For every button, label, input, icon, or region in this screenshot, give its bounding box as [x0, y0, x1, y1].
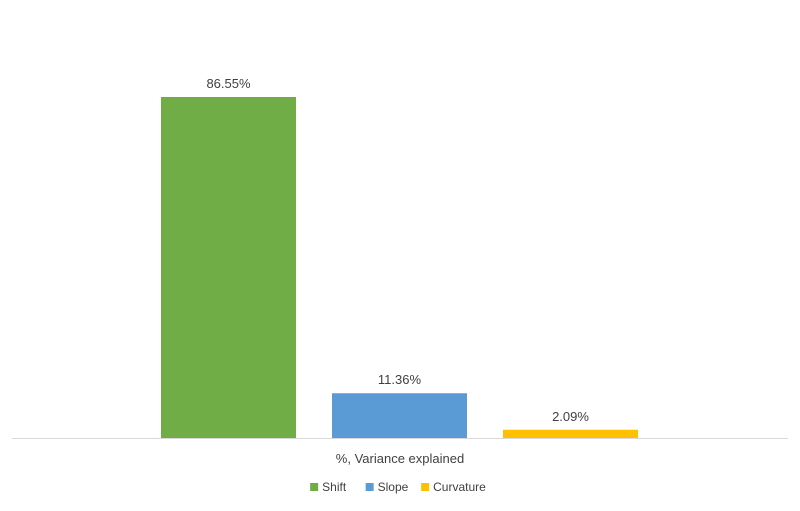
legend-swatch-slope [365, 483, 374, 491]
data-label-slope: 11.36% [378, 372, 422, 387]
legend-item-shift: Shift [310, 480, 347, 494]
legend-label-shift: Shift [322, 480, 347, 494]
legend-label-curvature: Curvature [433, 480, 486, 494]
legend-swatch-curvature [421, 483, 430, 491]
data-label-curvature: 2.09% [552, 409, 589, 424]
legend-swatch-shift [310, 483, 319, 491]
bar-shift [161, 96, 296, 439]
legend: Shift Slope Curvature [310, 480, 486, 494]
data-label-shift: 86.55% [206, 76, 251, 91]
legend-label-slope: Slope [378, 480, 409, 494]
bars-layer [161, 96, 638, 439]
bar-curvature [503, 429, 638, 438]
bar-slope [332, 393, 467, 438]
data-labels-layer: 86.55% 11.36% 2.09% [206, 76, 589, 424]
legend-item-curvature: Curvature [421, 480, 486, 494]
legend-item-slope: Slope [365, 480, 409, 494]
category-label: %, Variance explained [336, 451, 464, 466]
